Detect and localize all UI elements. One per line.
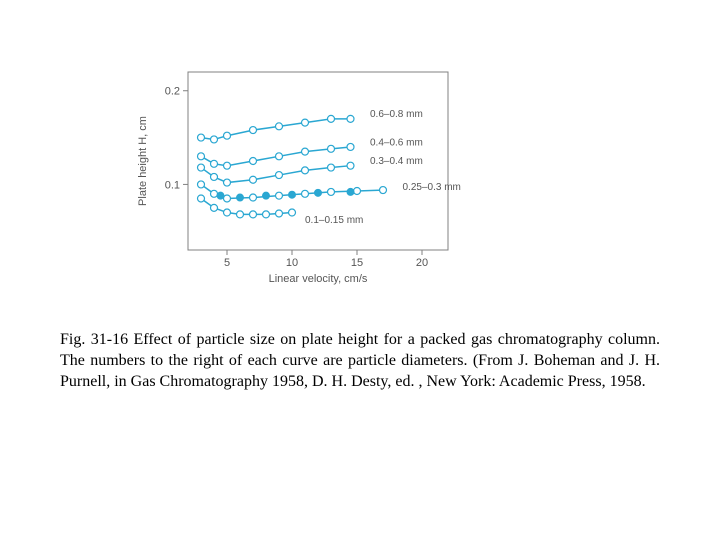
plate-height-chart: 5 10 15 20 0.1 0.2 Linear velocity, cm/s Plate … (130, 60, 570, 285)
svg-text:0.2: 0.2 (165, 86, 180, 98)
svg-text:5: 5 (224, 257, 230, 269)
svg-text:Linear velocity, cm/s: Linear velocity, cm/s (269, 273, 368, 285)
svg-text:0.1–0.15 mm: 0.1–0.15 mm (305, 215, 363, 226)
svg-text:0.3–0.4 mm: 0.3–0.4 mm (370, 156, 423, 167)
svg-text:0.1: 0.1 (165, 179, 180, 191)
svg-text:0.4–0.6 mm: 0.4–0.6 mm (370, 137, 423, 148)
figure-caption: Fig. 31-16 Effect of particle size on pl… (60, 330, 660, 392)
svg-text:Plate height H, cm: Plate height H, cm (137, 116, 149, 206)
chart-svg: 5 10 15 20 0.1 0.2 Linear velocity, cm/s Plate … (130, 60, 570, 285)
svg-text:20: 20 (416, 257, 428, 269)
svg-text:0.25–0.3 mm: 0.25–0.3 mm (403, 182, 461, 193)
svg-text:15: 15 (351, 257, 363, 269)
svg-text:0.6–0.8 mm: 0.6–0.8 mm (370, 109, 423, 120)
svg-text:10: 10 (286, 257, 298, 269)
